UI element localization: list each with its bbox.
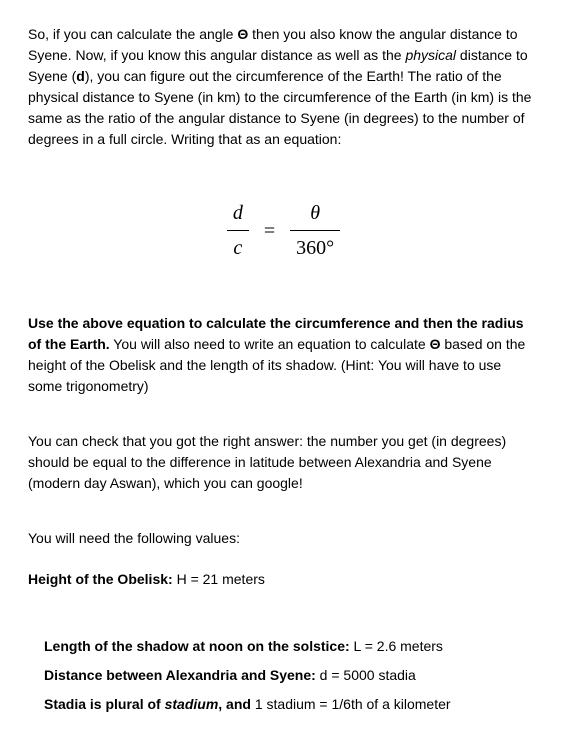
theta-symbol: Θ [430, 336, 441, 352]
intro-paragraph: So, if you can calculate the angle Θ the… [28, 24, 539, 150]
physical-italic: physical [405, 47, 456, 63]
theta-symbol: Θ [237, 26, 248, 42]
height-value: H = 21 meters [173, 571, 265, 587]
denominator-c: c [227, 231, 249, 263]
equals-sign: = [264, 216, 275, 246]
text: You will also need to write an equation … [110, 336, 430, 352]
stadia-b: , and [218, 696, 251, 712]
shadow-datum: Length of the shadow at noon on the sols… [44, 636, 539, 657]
d-var: d [76, 68, 85, 84]
shadow-value: L = 2.6 meters [350, 638, 443, 654]
height-label: Height of the Obelisk: [28, 571, 173, 587]
numerator-theta: θ [290, 198, 340, 231]
data-block: Length of the shadow at noon on the sols… [28, 636, 539, 715]
distance-datum: Distance between Alexandria and Syene: d… [44, 665, 539, 686]
stadium-italic: stadium [165, 696, 219, 712]
stadia-a: Stadia is plural of [44, 696, 165, 712]
fraction-left: d c [227, 198, 249, 263]
distance-value: d = 5000 stadia [316, 667, 416, 683]
denominator-360: 360° [290, 231, 340, 263]
main-equation: d c = θ 360° [28, 198, 539, 263]
check-paragraph: You can check that you got the right ans… [28, 431, 539, 494]
height-datum: Height of the Obelisk: H = 21 meters [28, 569, 539, 590]
text: ), you can figure out the circumference … [28, 68, 531, 147]
need-values-label: You will need the following values: [28, 528, 539, 549]
stadia-c: 1 stadium = 1/6th of a kilometer [251, 696, 451, 712]
use-equation-paragraph: Use the above equation to calculate the … [28, 313, 539, 397]
text: So, if you can calculate the angle [28, 26, 237, 42]
numerator-d: d [227, 198, 249, 231]
distance-label: Distance between Alexandria and Syene: [44, 667, 316, 683]
stadia-datum: Stadia is plural of stadium, and 1 stadi… [44, 694, 539, 715]
fraction-right: θ 360° [290, 198, 340, 263]
shadow-label: Length of the shadow at noon on the sols… [44, 638, 350, 654]
